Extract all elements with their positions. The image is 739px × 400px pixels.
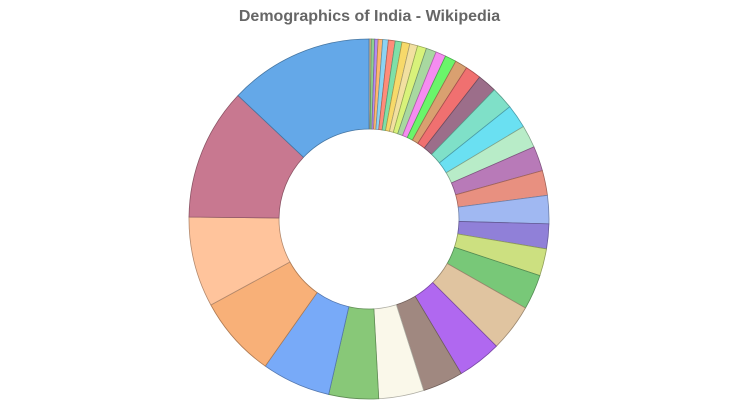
doughnut-slice-35[interactable] [237, 38, 370, 158]
chart-title: Demographics of India - Wikipedia [238, 8, 501, 25]
